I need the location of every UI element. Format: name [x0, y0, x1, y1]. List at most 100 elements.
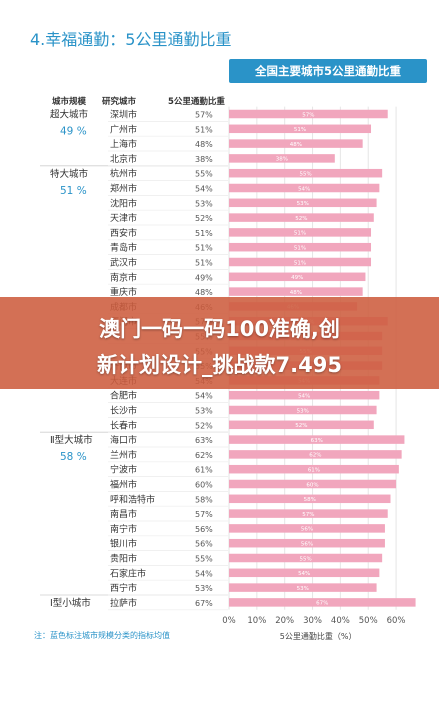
bar — [229, 228, 372, 237]
bar-data-label: 52% — [295, 216, 307, 222]
bar — [229, 154, 335, 163]
bar — [229, 183, 380, 193]
bar — [229, 479, 397, 489]
value-label: 54% — [195, 185, 213, 194]
bar — [229, 568, 380, 578]
value-label: 52% — [195, 421, 213, 430]
banner-text-line-1: 澳门一码一码100准确,创 — [99, 317, 340, 341]
x-axis-label: 5公里通勤比重（%） — [280, 631, 357, 641]
city-label: 广州市 — [110, 123, 137, 135]
value-label: 57% — [195, 510, 213, 519]
overlay-banner: 澳门一码一码100准确,创 新计划设计_挑战款7.495 — [0, 297, 439, 389]
city-label: 南昌市 — [110, 508, 137, 520]
value-label: 62% — [195, 451, 213, 460]
value-label: 54% — [195, 392, 213, 401]
bar-data-label: 51% — [294, 246, 306, 252]
bar — [229, 524, 385, 533]
value-label: 53% — [195, 407, 213, 416]
bar-data-label: 56% — [301, 527, 313, 533]
value-label: 57% — [195, 111, 213, 120]
bar-data-label: 67% — [316, 601, 328, 607]
city-label: 贵阳市 — [110, 553, 137, 565]
value-label: 38% — [195, 155, 213, 164]
bar-data-label: 60% — [306, 482, 318, 488]
bar-data-label: 58% — [304, 497, 316, 503]
city-label: 合肥市 — [110, 390, 137, 402]
bar-data-label: 54% — [298, 394, 310, 400]
value-label: 49% — [195, 273, 213, 282]
bar-data-label: 51% — [294, 231, 306, 237]
bar — [229, 124, 372, 134]
city-label: 上海市 — [110, 138, 137, 150]
value-label: 56% — [195, 540, 213, 549]
city-label: 青岛市 — [110, 242, 137, 254]
x-axis: 0% 10% 20% 30% 40% 50% 60% 5公里通勤比重（%） — [222, 616, 405, 641]
bar-data-label: 62% — [309, 453, 321, 459]
header-tier: 城市规模 — [52, 96, 87, 107]
city-label: 西宁市 — [110, 582, 137, 594]
header-value: 5公里通勤比重 — [168, 96, 225, 107]
city-label: 长沙市 — [110, 405, 137, 417]
value-label: 56% — [195, 525, 213, 534]
city-label: 长春市 — [110, 419, 137, 431]
banner-text-line-2: 新计划设计_挑战款7.495 — [97, 353, 342, 377]
value-label: 54% — [195, 569, 213, 578]
tier-name: Ⅱ型大城市 — [50, 434, 93, 446]
value-label: 48% — [195, 140, 213, 149]
city-label: 北京市 — [110, 153, 137, 165]
city-label: 拉萨市 — [110, 597, 137, 609]
bar — [229, 213, 374, 222]
bar-data-label: 57% — [302, 112, 314, 118]
bar — [229, 583, 377, 592]
bar-data-label: 38% — [276, 157, 288, 163]
x-tick-label: 60% — [387, 616, 406, 626]
value-label: 63% — [195, 436, 213, 445]
x-tick-label: 0% — [222, 616, 236, 626]
bar-data-label: 63% — [311, 438, 323, 444]
bar — [229, 139, 363, 148]
city-label: 西安市 — [110, 227, 137, 239]
city-label: 天津市 — [110, 212, 137, 224]
bar — [229, 198, 377, 208]
tier-mean: 51 % — [60, 185, 87, 197]
city-label: 郑州市 — [110, 183, 137, 195]
value-label: 60% — [195, 481, 213, 490]
bar — [229, 287, 363, 296]
city-label: 杭州市 — [110, 168, 137, 180]
x-tick-label: 10% — [247, 616, 266, 626]
tier-mean: 58 % — [60, 451, 87, 463]
bar — [229, 405, 377, 415]
bar-data-label: 51% — [294, 260, 306, 266]
bar — [229, 168, 383, 178]
value-label: 55% — [195, 170, 213, 179]
bar — [229, 450, 402, 459]
bar — [229, 390, 380, 400]
value-label: 48% — [195, 288, 213, 297]
bar-data-label: 57% — [302, 512, 314, 518]
bar — [229, 598, 416, 607]
value-label: 53% — [195, 199, 213, 208]
value-label: 55% — [195, 555, 213, 564]
city-label: 宁波市 — [110, 464, 137, 476]
bar-data-label: 55% — [299, 172, 311, 178]
city-label: 南京市 — [110, 271, 137, 283]
city-label: 银川市 — [110, 538, 137, 550]
bar — [229, 257, 372, 267]
bar-data-label: 48% — [290, 290, 302, 296]
bar — [229, 435, 405, 444]
x-tick-label: 40% — [331, 616, 350, 626]
value-label: 61% — [195, 466, 213, 475]
bar — [229, 494, 391, 504]
header-city: 研究城市 — [102, 96, 137, 107]
city-label: 呼和浩特市 — [110, 493, 155, 505]
bar-data-label: 54% — [298, 186, 310, 192]
tier-name: Ⅰ型小城市 — [50, 597, 91, 609]
city-label: 福州市 — [110, 479, 137, 491]
tier-mean: 49 % — [60, 126, 87, 138]
city-label: 武汉市 — [110, 257, 137, 269]
bar-data-label: 51% — [294, 127, 306, 133]
city-label: 石家庄市 — [110, 567, 146, 579]
bar-data-label: 53% — [297, 408, 309, 414]
bar — [229, 509, 388, 518]
page-title: 4.幸福通勤：5公里通勤比重 — [30, 30, 232, 49]
